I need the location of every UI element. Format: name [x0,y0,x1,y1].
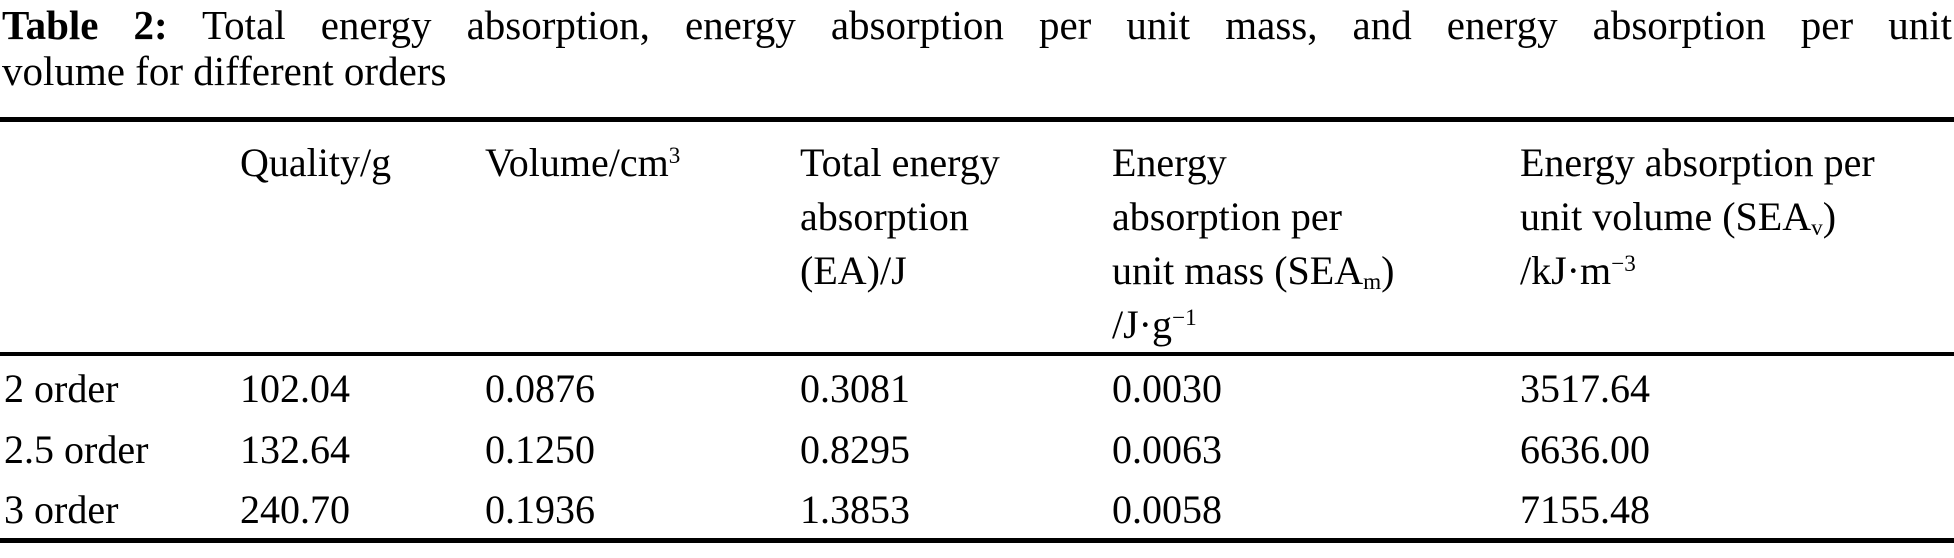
header-line: (EA)/J [800,248,907,293]
header-sea-volume-post: ) [1822,194,1837,239]
header-line: /J·g−1 [1112,298,1520,352]
cell-sea-m: 0.0030 [1112,365,1222,411]
cell-quality: 132.64 [240,426,350,472]
cell-order: 2.5 order [4,426,149,472]
header-line: Energy [1112,140,1227,185]
header-line: unit mass (SEAm) [1112,244,1520,298]
cell-sea-v: 3517.64 [1520,365,1650,411]
cell-sea-v: 6636.00 [1520,426,1650,472]
cell-sea-m: 0.0063 [1112,426,1222,472]
cell-quality: 240.70 [240,487,350,533]
header-sea-mass-post: ) [1381,248,1395,293]
header-line: Volume/cm3 [485,136,800,190]
header-volume-base: Volume/cm [485,140,669,185]
table-row: 2.5 order 132.64 0.1250 0.8295 0.0063 66… [0,416,1954,478]
cell-volume: 0.1250 [485,426,595,472]
cell-ea: 0.3081 [800,365,910,411]
header-line: absorption per [1112,194,1342,239]
header-row-label [0,119,240,356]
caption-line-1: Table 2: Total energy absorption, energy… [2,2,1952,48]
subscript: v [1811,215,1823,242]
cell-ea: 1.3853 [800,487,910,533]
header-row: Quality/g Volume/cm3 Total energy absorp… [0,119,1954,356]
cell-volume: 0.1936 [485,487,595,533]
table-row: 3 order 240.70 0.1936 1.3853 0.0058 7155… [0,478,1954,540]
caption-text-line-1: Total energy absorption, energy absorpti… [167,2,1952,48]
header-line: Energy absorption per [1520,140,1875,185]
table-row: 2 order 102.04 0.0876 0.3081 0.0030 3517… [0,354,1954,416]
header-sea-volume-unit: /kJ·m [1520,248,1612,293]
header-line: Quality/g [240,140,392,185]
header-line: unit volume (SEAv) [1520,190,1954,244]
superscript: 3 [668,143,681,170]
header-line: Total energy [800,140,1000,185]
subscript: m [1363,269,1382,296]
cell-sea-v: 7155.48 [1520,487,1650,533]
header-sea-volume-pre: unit volume (SEA [1520,194,1812,239]
header-total-energy-absorption: Total energy absorption (EA)/J [800,119,1112,356]
superscript: −1 [1172,305,1197,332]
header-volume: Volume/cm3 [485,119,800,356]
cell-order: 2 order [4,365,119,411]
cell-order: 3 order [4,487,119,533]
cell-volume: 0.0876 [485,365,595,411]
cell-sea-m: 0.0058 [1112,487,1222,533]
header-sea-mass-pre: unit mass (SEA [1112,248,1364,293]
cell-quality: 102.04 [240,365,350,411]
header-sea-mass: Energy absorption per unit mass (SEAm) /… [1112,119,1520,356]
table-caption: Table 2: Total energy absorption, energy… [0,0,1954,94]
header-quality: Quality/g [240,119,485,356]
header-line: absorption [800,194,969,239]
header-sea-volume: Energy absorption per unit volume (SEAv)… [1520,119,1954,356]
header-line: /kJ·m−3 [1520,244,1954,298]
cell-ea: 0.8295 [800,426,910,472]
header-sea-mass-unit: /J·g [1112,302,1172,347]
caption-line-2: volume for different orders [2,48,447,94]
data-table: Quality/g Volume/cm3 Total energy absorp… [0,117,1954,543]
superscript: −3 [1611,251,1636,278]
caption-label: Table 2: [2,2,168,48]
